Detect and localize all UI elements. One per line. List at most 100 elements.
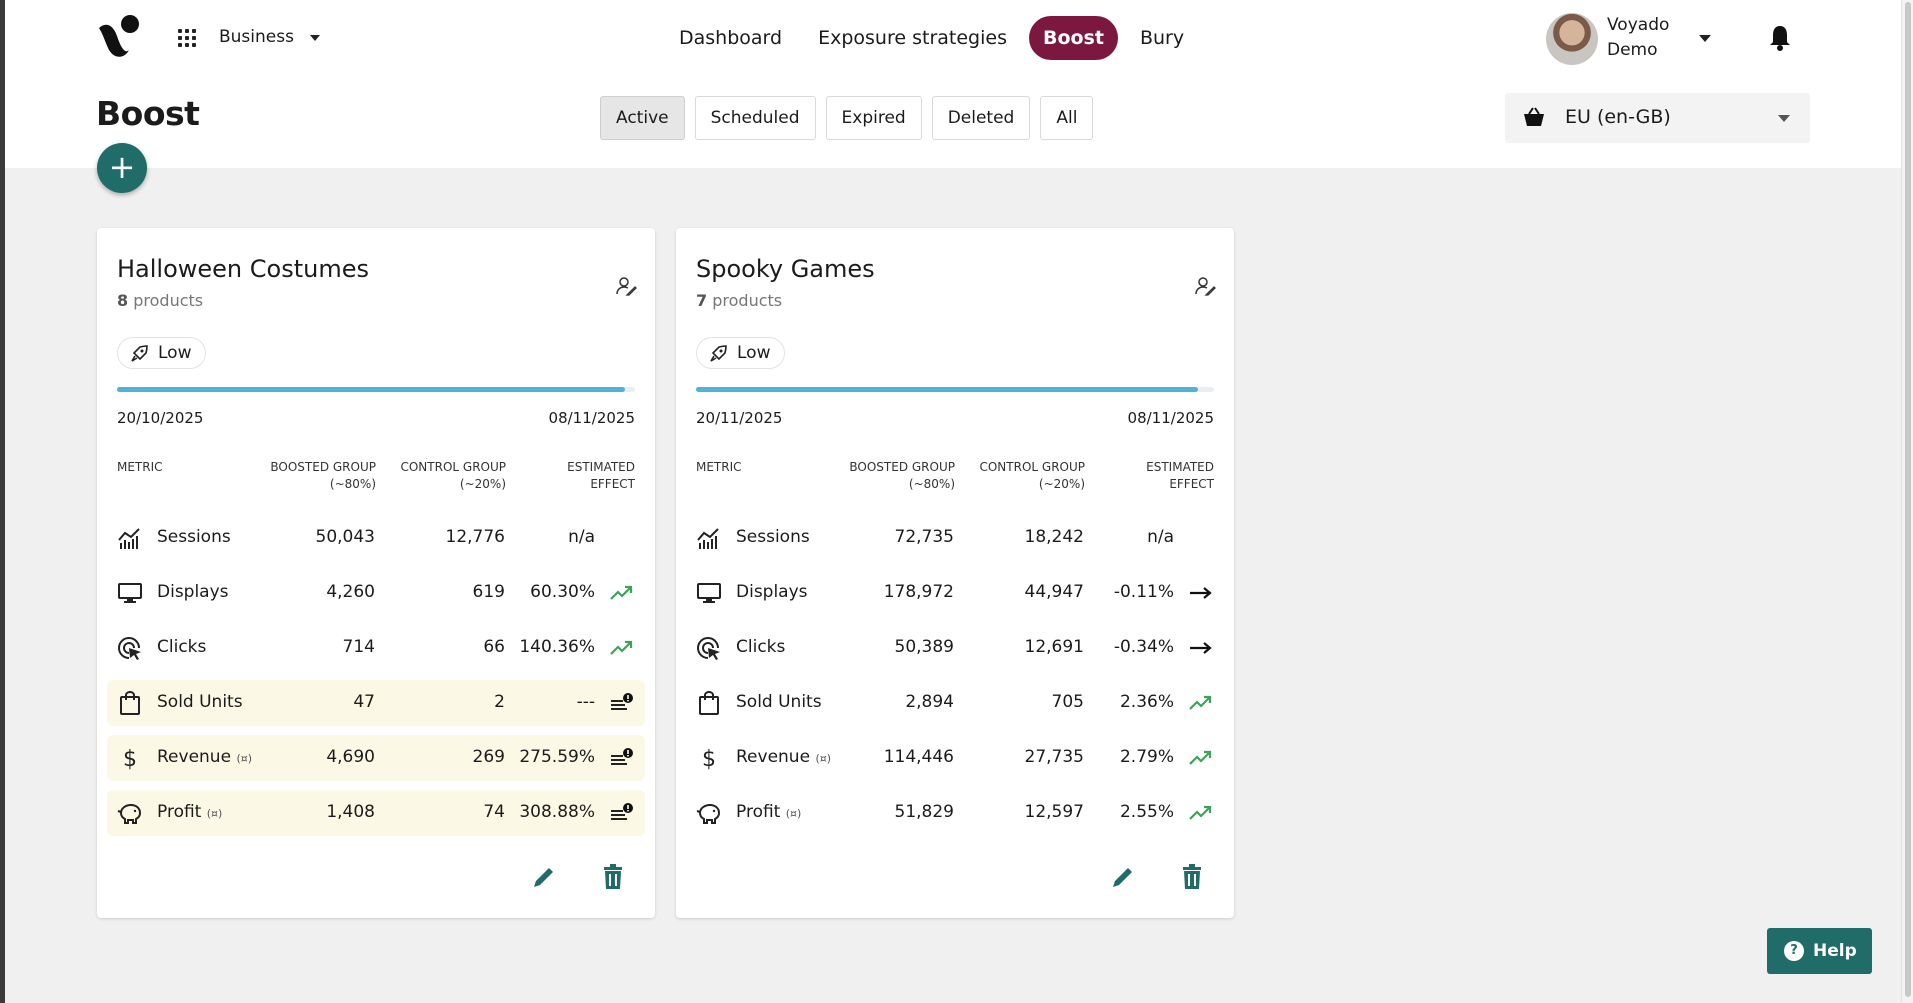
bag-icon	[117, 691, 143, 715]
effect-value: n/a	[1147, 527, 1174, 547]
assign-user-icon[interactable]	[615, 276, 637, 296]
control-value: 12,776	[445, 527, 505, 547]
effect-value: -0.11%	[1113, 582, 1174, 602]
control-value: 705	[1051, 692, 1084, 712]
control-value: 2	[494, 692, 505, 712]
trending-up-icon	[609, 583, 635, 603]
metric-row: $ Revenue (¤) 114,446 27,735 2.79%	[686, 735, 1224, 781]
control-value: 18,242	[1024, 527, 1084, 547]
filter-deleted[interactable]: Deleted	[931, 96, 1031, 140]
boosted-value: 51,829	[894, 802, 954, 822]
metric-row: Sold Units 2,894 705 2.36%	[686, 680, 1224, 726]
metric-name: Displays	[157, 582, 229, 602]
warning-list-icon[interactable]	[609, 803, 635, 823]
svg-text:$: $	[123, 747, 137, 770]
nav-exposure-strategies[interactable]: Exposure strategies	[818, 27, 1007, 49]
control-value: 269	[472, 747, 505, 767]
metric-row: Displays 4,260 619 60.30%	[107, 570, 645, 616]
click-icon	[117, 636, 143, 660]
bell-icon[interactable]	[1768, 24, 1792, 52]
dollar-icon: $	[117, 746, 143, 772]
avatar[interactable]	[1546, 13, 1598, 65]
filter-expired[interactable]: Expired	[825, 96, 922, 140]
user-name[interactable]: Voyado	[1607, 15, 1670, 35]
effect-value: ---	[576, 692, 595, 712]
effect-value: 60.30%	[530, 582, 595, 602]
col-control-title: CONTROL GROUP	[400, 460, 506, 474]
boosted-value: 72,735	[894, 527, 954, 547]
metric-name: Revenue (¤)	[157, 747, 252, 767]
col-control-title: CONTROL GROUP	[979, 460, 1085, 474]
metric-name: Clicks	[736, 637, 785, 657]
metric-label: Clicks	[157, 637, 207, 657]
date-progress-bar	[117, 387, 635, 392]
boost-card[interactable]: Spooky Games 7 products Low 20/11/2025 08/11…	[676, 228, 1234, 918]
warning-list-icon[interactable]	[609, 693, 635, 713]
chevron-down-icon[interactable]	[310, 35, 320, 41]
effect-value: n/a	[568, 527, 595, 547]
metric-name: Displays	[736, 582, 808, 602]
metric-label: Profit	[157, 802, 202, 822]
date-progress-fill	[117, 387, 625, 392]
effect-value: 308.88%	[519, 802, 595, 822]
end-date: 08/11/2025	[1127, 409, 1214, 427]
status-filter-tabs: Active Scheduled Expired Deleted All	[600, 96, 1103, 140]
boost-level-badge: Low	[696, 337, 786, 369]
edit-pencil-icon[interactable]	[531, 864, 557, 890]
scrollbar[interactable]	[1901, 0, 1913, 1003]
boost-card[interactable]: Halloween Costumes 8 products Low 20/10/202…	[97, 228, 655, 918]
user-org[interactable]: Demo	[1607, 40, 1658, 60]
metric-label: Displays	[736, 582, 808, 602]
user-menu-chevron-icon[interactable]	[1699, 35, 1711, 42]
nav-boost[interactable]: Boost	[1028, 16, 1118, 60]
card-title[interactable]: Halloween Costumes	[117, 255, 369, 283]
col-metric: METRIC	[696, 460, 742, 474]
rocket-icon	[710, 345, 727, 362]
end-date: 08/11/2025	[548, 409, 635, 427]
col-boosted-share: (~80%)	[908, 477, 955, 491]
region-select[interactable]: EU (en-GB)	[1505, 93, 1810, 143]
scrollbar-thumb[interactable]	[1905, 2, 1911, 997]
add-boost-button[interactable]: +	[97, 143, 147, 193]
col-effect-title-2: EFFECT	[590, 477, 635, 491]
product-count-label: products	[712, 291, 783, 310]
boost-level-badge: Low	[117, 337, 207, 369]
effect-value: 140.36%	[519, 637, 595, 657]
delete-trash-icon[interactable]	[1181, 864, 1203, 890]
boosted-value: 2,894	[905, 692, 954, 712]
svg-text:$: $	[702, 747, 716, 770]
product-count-value: 7	[696, 291, 708, 310]
filter-all[interactable]: All	[1040, 96, 1094, 140]
chevron-down-icon	[1778, 115, 1790, 122]
boosted-value: 4,690	[326, 747, 375, 767]
help-button[interactable]: ? Help	[1767, 928, 1872, 974]
sessions-icon	[696, 526, 722, 550]
col-metric: METRIC	[117, 460, 163, 474]
trending-up-icon	[1188, 693, 1214, 713]
currency-suffix: (¤)	[785, 807, 802, 820]
voyado-logo[interactable]	[95, 14, 145, 60]
edit-pencil-icon[interactable]	[1110, 864, 1136, 890]
boosted-value: 50,043	[315, 527, 375, 547]
bag-icon	[696, 691, 722, 715]
delete-trash-icon[interactable]	[602, 864, 624, 890]
workspace-selector[interactable]: Business	[219, 27, 294, 47]
col-control-group: CONTROL GROUP (~20%)	[979, 459, 1085, 493]
currency-suffix: (¤)	[815, 752, 832, 765]
nav-bury[interactable]: Bury	[1139, 27, 1185, 49]
product-count: 7 products	[696, 291, 782, 310]
assign-user-icon[interactable]	[1194, 276, 1216, 296]
filter-active[interactable]: Active	[600, 96, 685, 140]
col-boosted-title: BOOSTED GROUP	[849, 460, 955, 474]
filter-scheduled[interactable]: Scheduled	[694, 96, 816, 140]
warning-list-icon[interactable]	[609, 748, 635, 768]
question-icon: ?	[1784, 941, 1804, 961]
card-title[interactable]: Spooky Games	[696, 255, 875, 283]
col-effect-title: ESTIMATED	[567, 460, 635, 474]
col-estimated-effect: ESTIMATED EFFECT	[1146, 459, 1214, 493]
nav-dashboard[interactable]: Dashboard	[679, 27, 783, 49]
apps-grid-icon[interactable]	[178, 29, 196, 47]
boosted-value: 50,389	[894, 637, 954, 657]
metric-row: Clicks 50,389 12,691 -0.34%	[686, 625, 1224, 671]
effect-value: -0.34%	[1113, 637, 1174, 657]
